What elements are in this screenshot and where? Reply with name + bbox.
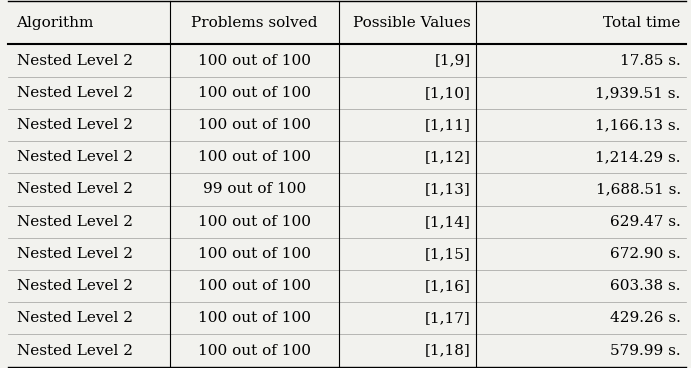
Text: Possible Values: Possible Values — [353, 16, 471, 30]
Text: Problems solved: Problems solved — [191, 16, 318, 30]
Text: 100 out of 100: 100 out of 100 — [198, 86, 311, 100]
Text: Nested Level 2: Nested Level 2 — [17, 343, 133, 357]
Text: 429.26 s.: 429.26 s. — [609, 311, 681, 325]
Text: Nested Level 2: Nested Level 2 — [17, 215, 133, 229]
Text: [1,14]: [1,14] — [425, 215, 471, 229]
Text: 1,688.51 s.: 1,688.51 s. — [596, 183, 681, 197]
Text: 1,939.51 s.: 1,939.51 s. — [596, 86, 681, 100]
Text: Nested Level 2: Nested Level 2 — [17, 54, 133, 68]
Text: 672.90 s.: 672.90 s. — [610, 247, 681, 261]
Text: 100 out of 100: 100 out of 100 — [198, 343, 311, 357]
Text: [1,16]: [1,16] — [425, 279, 471, 293]
Text: [1,10]: [1,10] — [425, 86, 471, 100]
Text: [1,9]: [1,9] — [435, 54, 471, 68]
Text: 1,166.13 s.: 1,166.13 s. — [595, 118, 681, 132]
Text: Total time: Total time — [603, 16, 681, 30]
Text: [1,12]: [1,12] — [425, 150, 471, 164]
Text: 100 out of 100: 100 out of 100 — [198, 118, 311, 132]
Text: Nested Level 2: Nested Level 2 — [17, 183, 133, 197]
Text: [1,13]: [1,13] — [425, 183, 471, 197]
Text: 100 out of 100: 100 out of 100 — [198, 150, 311, 164]
Text: 100 out of 100: 100 out of 100 — [198, 279, 311, 293]
Text: 100 out of 100: 100 out of 100 — [198, 54, 311, 68]
Text: Nested Level 2: Nested Level 2 — [17, 279, 133, 293]
Text: 603.38 s.: 603.38 s. — [610, 279, 681, 293]
Text: 1,214.29 s.: 1,214.29 s. — [595, 150, 681, 164]
Text: 99 out of 100: 99 out of 100 — [202, 183, 306, 197]
Text: 100 out of 100: 100 out of 100 — [198, 311, 311, 325]
Text: [1,17]: [1,17] — [425, 311, 471, 325]
Text: Nested Level 2: Nested Level 2 — [17, 247, 133, 261]
Text: [1,15]: [1,15] — [425, 247, 471, 261]
Text: Nested Level 2: Nested Level 2 — [17, 150, 133, 164]
Text: [1,18]: [1,18] — [425, 343, 471, 357]
Text: Algorithm: Algorithm — [17, 16, 94, 30]
Text: 629.47 s.: 629.47 s. — [610, 215, 681, 229]
Text: Nested Level 2: Nested Level 2 — [17, 118, 133, 132]
Text: 100 out of 100: 100 out of 100 — [198, 215, 311, 229]
Text: [1,11]: [1,11] — [425, 118, 471, 132]
Text: Nested Level 2: Nested Level 2 — [17, 86, 133, 100]
Text: 17.85 s.: 17.85 s. — [620, 54, 681, 68]
Text: Nested Level 2: Nested Level 2 — [17, 311, 133, 325]
Text: 579.99 s.: 579.99 s. — [610, 343, 681, 357]
Text: 100 out of 100: 100 out of 100 — [198, 247, 311, 261]
